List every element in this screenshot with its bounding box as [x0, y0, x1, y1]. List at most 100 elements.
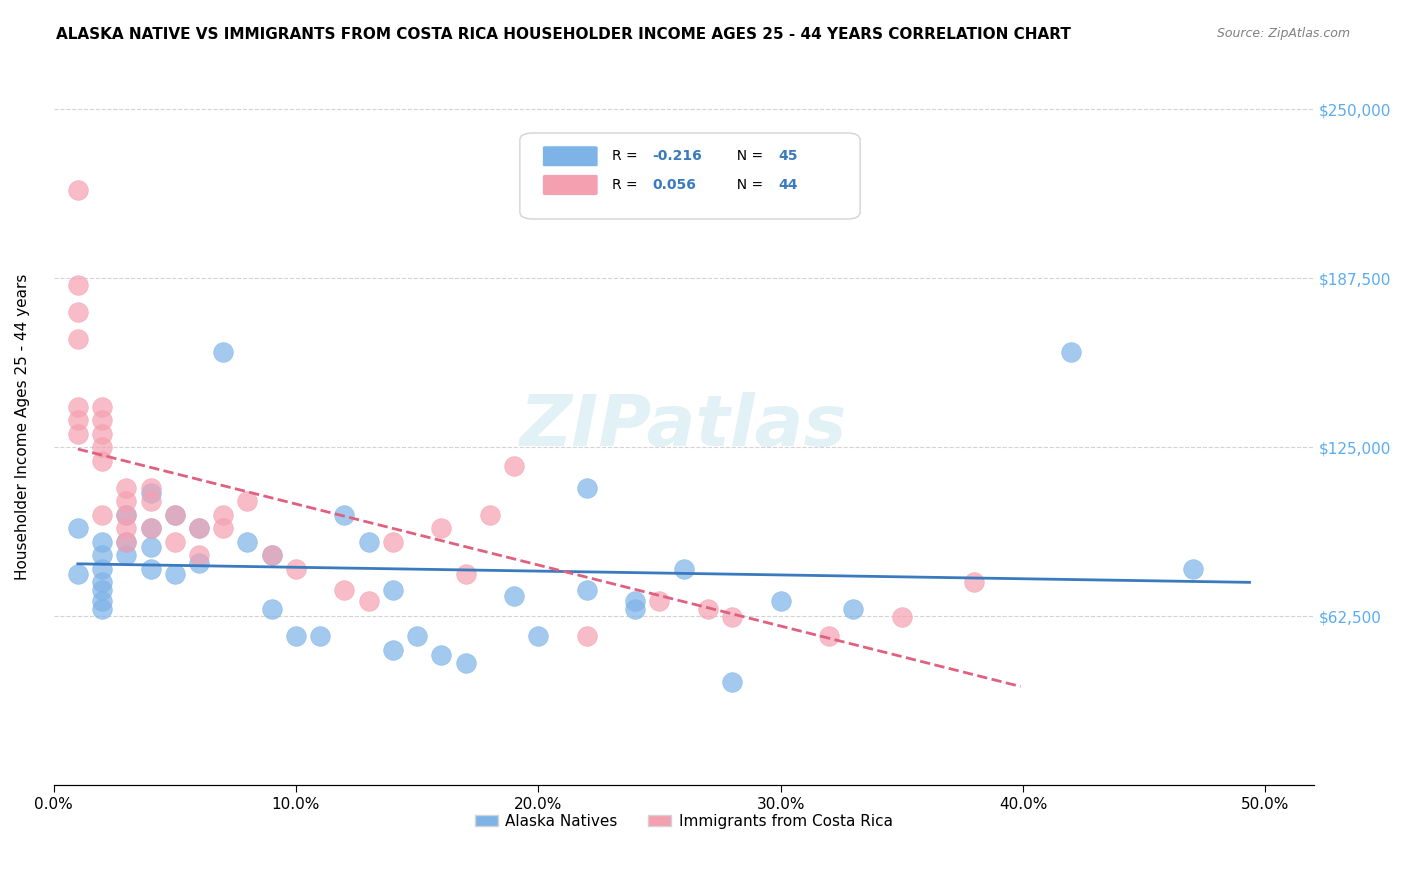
Point	[333, 508, 356, 522]
Point	[115, 481, 138, 495]
Point	[163, 508, 186, 522]
Point	[139, 540, 162, 554]
Point	[260, 602, 283, 616]
Text: N =: N =	[728, 149, 768, 163]
Point	[381, 583, 404, 598]
Point	[381, 643, 404, 657]
Point	[115, 534, 138, 549]
Point	[91, 583, 114, 598]
Point	[115, 508, 138, 522]
Point	[91, 440, 114, 454]
Point	[91, 400, 114, 414]
Point	[91, 426, 114, 441]
Point	[163, 534, 186, 549]
Point	[188, 548, 211, 562]
Point	[503, 458, 526, 473]
Point	[963, 575, 986, 590]
Point	[721, 610, 744, 624]
Point	[115, 521, 138, 535]
Point	[91, 534, 114, 549]
Point	[139, 521, 162, 535]
Point	[212, 521, 235, 535]
Point	[309, 629, 332, 643]
Text: N =: N =	[728, 178, 768, 192]
Point	[575, 481, 598, 495]
Point	[91, 453, 114, 467]
Point	[91, 575, 114, 590]
Point	[66, 400, 89, 414]
Point	[139, 521, 162, 535]
Point	[260, 548, 283, 562]
Point	[188, 521, 211, 535]
Point	[91, 602, 114, 616]
Point	[91, 594, 114, 608]
Point	[1181, 562, 1204, 576]
Point	[454, 567, 477, 582]
Point	[91, 548, 114, 562]
Point	[357, 594, 380, 608]
Point	[697, 602, 720, 616]
Point	[115, 494, 138, 508]
Point	[527, 629, 550, 643]
Point	[333, 583, 356, 598]
Text: ZIPatlas: ZIPatlas	[520, 392, 848, 461]
Point	[890, 610, 912, 624]
Point	[66, 567, 89, 582]
Point	[284, 629, 307, 643]
Point	[624, 602, 647, 616]
Point	[91, 508, 114, 522]
Point	[503, 589, 526, 603]
Point	[115, 508, 138, 522]
Text: 44: 44	[778, 178, 797, 192]
Point	[454, 657, 477, 671]
Point	[66, 305, 89, 319]
Point	[66, 277, 89, 292]
Point	[91, 562, 114, 576]
FancyBboxPatch shape	[520, 133, 860, 219]
Point	[115, 548, 138, 562]
Point	[188, 521, 211, 535]
Point	[721, 675, 744, 690]
Point	[212, 508, 235, 522]
FancyBboxPatch shape	[543, 175, 598, 195]
Point	[818, 629, 841, 643]
FancyBboxPatch shape	[543, 146, 598, 167]
Point	[575, 583, 598, 598]
Point	[139, 494, 162, 508]
Point	[163, 508, 186, 522]
Point	[66, 183, 89, 197]
Point	[284, 562, 307, 576]
Point	[1060, 345, 1083, 359]
Point	[139, 481, 162, 495]
Point	[430, 648, 453, 663]
Text: -0.216: -0.216	[652, 149, 702, 163]
Point	[260, 548, 283, 562]
Point	[624, 594, 647, 608]
Text: 0.056: 0.056	[652, 178, 696, 192]
Point	[66, 332, 89, 346]
Point	[188, 557, 211, 571]
Point	[66, 426, 89, 441]
Point	[769, 594, 792, 608]
Text: ALASKA NATIVE VS IMMIGRANTS FROM COSTA RICA HOUSEHOLDER INCOME AGES 25 - 44 YEAR: ALASKA NATIVE VS IMMIGRANTS FROM COSTA R…	[56, 27, 1071, 42]
Point	[139, 562, 162, 576]
Point	[236, 494, 259, 508]
Point	[139, 486, 162, 500]
Point	[430, 521, 453, 535]
Point	[648, 594, 671, 608]
Point	[406, 629, 429, 643]
Point	[381, 534, 404, 549]
Point	[66, 521, 89, 535]
Point	[212, 345, 235, 359]
Y-axis label: Householder Income Ages 25 - 44 years: Householder Income Ages 25 - 44 years	[15, 274, 30, 580]
Text: Source: ZipAtlas.com: Source: ZipAtlas.com	[1216, 27, 1350, 40]
Legend: Alaska Natives, Immigrants from Costa Rica: Alaska Natives, Immigrants from Costa Ri…	[468, 807, 898, 835]
Point	[115, 534, 138, 549]
Point	[672, 562, 695, 576]
Text: 45: 45	[778, 149, 797, 163]
Point	[91, 413, 114, 427]
Point	[357, 534, 380, 549]
Point	[478, 508, 501, 522]
Point	[163, 567, 186, 582]
Text: R =: R =	[612, 149, 643, 163]
